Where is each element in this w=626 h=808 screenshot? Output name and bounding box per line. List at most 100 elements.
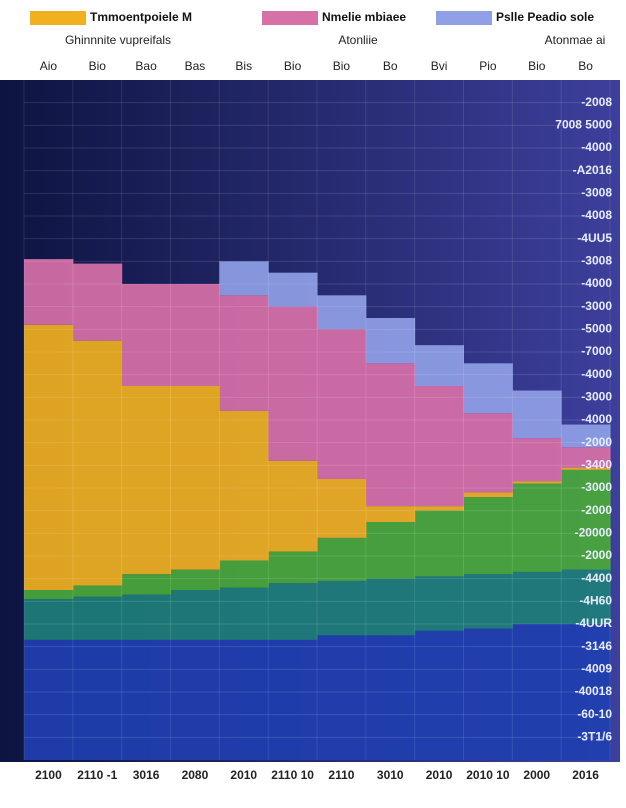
- area-step: [24, 599, 74, 640]
- x-top-label: Bis: [235, 59, 252, 73]
- area-step: [72, 585, 123, 597]
- legend-swatch: [436, 11, 492, 25]
- x-tick-label: 2110: [328, 768, 354, 782]
- area-step: [219, 261, 269, 296]
- x-top-label: Bio: [89, 59, 107, 73]
- area-step: [463, 574, 513, 629]
- area-step: [512, 390, 562, 439]
- area-step: [219, 587, 269, 640]
- y-tick-label: -3008: [581, 186, 612, 200]
- area-step: [561, 469, 611, 570]
- x-tick-label: 2110 -1: [77, 768, 117, 782]
- y-tick-label: -2000: [581, 435, 612, 449]
- x-top-label: Aio: [40, 59, 58, 73]
- area-step: [24, 639, 74, 760]
- area-step: [24, 590, 74, 600]
- area-step: [414, 510, 464, 577]
- area-step: [72, 263, 123, 341]
- y-tick-label: -4009: [581, 662, 612, 676]
- area-step: [365, 578, 416, 636]
- area-step: [512, 481, 562, 484]
- area-step: [24, 259, 74, 325]
- area-step: [365, 363, 416, 507]
- y-tick-label: -4UU5: [577, 231, 612, 245]
- area-step: [463, 497, 513, 575]
- y-tick-label: -3000: [581, 480, 612, 494]
- subtitle: Ghinnnite vupreifals: [65, 33, 171, 47]
- area-step: [561, 569, 611, 624]
- x-tick-label: 2010: [230, 768, 257, 782]
- x-tick-label: 2000: [523, 768, 550, 782]
- y-tick-label: -2000: [581, 503, 612, 517]
- legend-label: Tmmoentpoiele M: [90, 10, 192, 24]
- area-step: [170, 386, 220, 570]
- y-tick-label: -3000: [581, 299, 612, 313]
- y-tick-label: -5000: [581, 322, 612, 336]
- area-step: [365, 522, 416, 579]
- y-tick-label: -2000: [581, 548, 612, 562]
- y-tick-label: -4400: [581, 571, 612, 585]
- area-step: [414, 576, 464, 631]
- y-tick-label: -4H60: [579, 594, 612, 608]
- y-tick-label: -4000: [581, 140, 612, 154]
- area-step: [219, 560, 269, 588]
- x-top-label: Bio: [284, 59, 302, 73]
- area-step: [561, 624, 611, 760]
- y-tick-label: -4UUR: [575, 616, 612, 630]
- area-step: [268, 639, 318, 760]
- area-step: [414, 386, 464, 507]
- y-tick-label: -4008: [581, 208, 612, 222]
- area-step: [512, 438, 562, 482]
- area-step: [463, 363, 513, 414]
- y-tick-label: -4000: [581, 412, 612, 426]
- x-top-label: Bao: [135, 59, 157, 73]
- area-step: [219, 295, 269, 411]
- legend-swatch: [30, 11, 86, 25]
- area-step: [365, 506, 416, 522]
- area-step: [170, 284, 220, 386]
- y-tick-label: -20000: [575, 526, 613, 540]
- area-step: [268, 460, 318, 552]
- area-step: [170, 590, 220, 640]
- x-tick-label: 2010: [426, 768, 453, 782]
- area-step: [317, 295, 367, 330]
- y-tick-label: -4000: [581, 367, 612, 381]
- x-tick-label: 3010: [377, 768, 404, 782]
- area-step: [121, 594, 171, 640]
- y-tick-label: -A2016: [573, 163, 613, 177]
- legend-label: Nmelie mbiaee: [322, 10, 406, 24]
- subtitle: Atonmae ai: [545, 33, 606, 47]
- area-step: [268, 583, 318, 640]
- area-step: [512, 571, 562, 624]
- y-tick-label: -3T1/6: [577, 730, 612, 744]
- area-step: [121, 639, 171, 760]
- area-step: [463, 492, 513, 498]
- y-tick-label: -60-10: [577, 707, 612, 721]
- area-step: [268, 306, 318, 461]
- area-step: [317, 478, 367, 538]
- area-step: [121, 386, 171, 575]
- area-step: [317, 580, 367, 636]
- area-step: [317, 329, 367, 479]
- y-tick-label: -3000: [581, 390, 612, 404]
- area-step: [121, 574, 171, 595]
- area-step: [414, 630, 464, 760]
- x-top-label: Bo: [383, 59, 398, 73]
- area-step: [561, 424, 611, 448]
- area-step: [414, 345, 464, 386]
- y-tick-label: -4000: [581, 276, 612, 290]
- area-step: [72, 596, 123, 640]
- x-tick-label: 2100: [35, 768, 62, 782]
- area-step: [170, 569, 220, 590]
- area-step: [561, 467, 611, 470]
- area-step: [170, 639, 220, 760]
- x-tick-label: 3016: [133, 768, 160, 782]
- x-tick-label: 2080: [182, 768, 209, 782]
- y-tick-label: -3146: [581, 639, 612, 653]
- area-step: [24, 324, 74, 590]
- area-step: [512, 624, 562, 760]
- x-top-label: Bvi: [431, 59, 448, 73]
- legend-swatch: [262, 11, 318, 25]
- y-tick-label: -7000: [581, 344, 612, 358]
